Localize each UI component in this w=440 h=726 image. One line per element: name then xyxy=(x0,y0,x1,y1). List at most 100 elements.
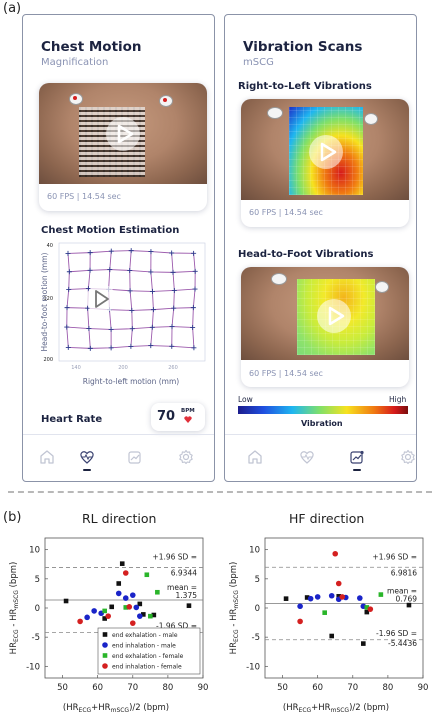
x-tick-label: 80 xyxy=(382,683,393,693)
upper-loa-label: +1.96 SD = xyxy=(372,552,417,561)
screen-title: Vibration Scans xyxy=(243,39,363,55)
data-point xyxy=(137,613,143,619)
trend-chart-icon[interactable] xyxy=(349,449,365,465)
gear-icon[interactable] xyxy=(178,449,194,465)
data-point xyxy=(122,595,129,601)
grid-node xyxy=(148,249,154,255)
hf-vibrations-title: Head-to-Foot Vibrations xyxy=(238,249,374,260)
data-point xyxy=(91,608,97,614)
play-button[interactable] xyxy=(317,299,351,333)
lower-loa-label: -1.96 SD = xyxy=(376,629,417,638)
y-tick-label: 0 xyxy=(255,604,260,614)
grid-node xyxy=(192,286,198,292)
x-axis-label: (HRECG+HRmSCG)/2 (bpm) xyxy=(283,703,389,714)
home-icon[interactable] xyxy=(247,449,263,465)
grid-node xyxy=(190,305,196,311)
rl-vibration-card[interactable]: 60 FPS | 14.54 sec xyxy=(241,99,409,227)
grid-node xyxy=(129,326,135,332)
svg-text:120: 120 xyxy=(43,296,53,302)
heart-rate-value: 70 xyxy=(157,409,176,424)
home-icon[interactable] xyxy=(39,449,55,465)
data-point xyxy=(328,592,335,599)
grid-node xyxy=(64,324,70,330)
electrode-right xyxy=(364,113,378,125)
magnification-video-card[interactable]: 60 FPS | 14.54 sec xyxy=(39,83,207,211)
video-meta: 60 FPS | 14.54 sec xyxy=(47,192,121,201)
grid-node xyxy=(64,305,70,311)
electrode-left xyxy=(271,273,287,285)
grid-node xyxy=(150,307,156,313)
data-point xyxy=(137,601,143,607)
bottom-nav xyxy=(23,434,214,481)
screen-subtitle: mSCG xyxy=(243,57,274,68)
legend-marker xyxy=(102,663,108,669)
svg-text:200: 200 xyxy=(43,357,53,363)
data-point xyxy=(297,618,303,625)
rl-video-meta: 60 FPS | 14.54 sec xyxy=(249,208,323,217)
data-point xyxy=(151,612,157,618)
data-point xyxy=(126,604,133,610)
data-point xyxy=(378,592,384,597)
grid-node xyxy=(108,326,114,332)
rl-plot-title: RL direction xyxy=(82,511,157,526)
data-point xyxy=(123,605,129,610)
data-point xyxy=(364,609,370,615)
grid-node xyxy=(127,267,133,273)
data-point xyxy=(304,595,310,600)
grid-node xyxy=(66,269,72,275)
legend-label: end exhalation - female xyxy=(112,653,184,660)
mean-label: mean = xyxy=(167,583,197,592)
hf-video[interactable] xyxy=(241,267,409,360)
legend-label: end inhalation - male xyxy=(112,643,176,650)
data-point xyxy=(105,613,111,619)
svg-text:140: 140 xyxy=(71,365,81,371)
play-icon xyxy=(95,290,109,308)
x-tick-label: 80 xyxy=(162,683,173,693)
play-button[interactable] xyxy=(106,117,140,151)
hf-vibration-card[interactable]: 60 FPS | 14.54 sec xyxy=(241,267,409,387)
data-point xyxy=(115,590,122,597)
x-tick-label: 60 xyxy=(312,683,323,693)
x-tick-label: 90 xyxy=(418,683,429,693)
grid-node xyxy=(191,345,197,351)
data-point xyxy=(109,604,115,610)
screen-subtitle: Magnification xyxy=(41,57,109,68)
trend-chart-icon[interactable] xyxy=(127,449,143,465)
grid-node xyxy=(149,288,155,294)
rl-video[interactable] xyxy=(241,99,409,200)
grid-node xyxy=(65,344,71,350)
play-icon xyxy=(117,124,134,144)
mean-value: 0.769 xyxy=(396,595,418,604)
hf-plot-title: HF direction xyxy=(289,511,365,526)
svg-text:40: 40 xyxy=(47,243,53,249)
heart-rate-icon[interactable] xyxy=(79,449,95,465)
data-point xyxy=(84,614,90,621)
data-point xyxy=(307,595,314,602)
data-point xyxy=(133,604,140,611)
data-point xyxy=(129,592,136,598)
upper-loa-value: 6.9344 xyxy=(171,569,197,578)
chest-video[interactable] xyxy=(39,83,207,184)
grid-node xyxy=(66,286,72,292)
grid-node xyxy=(192,268,198,274)
x-tick-label: 50 xyxy=(57,683,68,693)
data-point xyxy=(297,603,303,610)
grid-node xyxy=(108,345,114,351)
heart-rate-label: Heart Rate xyxy=(41,414,103,425)
y-tick-label: -5 xyxy=(32,633,40,643)
legend-label: end exhalation - male xyxy=(112,632,178,639)
heart-rate-card: 70 BPM xyxy=(151,403,205,431)
grid-node xyxy=(190,324,196,330)
data-point xyxy=(129,620,136,626)
mean-value: 1.375 xyxy=(176,591,198,600)
grid-node xyxy=(148,343,154,349)
grid-node xyxy=(191,250,197,256)
motion-grid-plot: 40 120 200 140 200 260 Head-to-foot moti… xyxy=(40,242,206,386)
data-point xyxy=(357,595,363,601)
play-button[interactable] xyxy=(309,135,343,169)
y-axis-label: HRECG - HRmSCG (bpm) xyxy=(229,562,240,655)
heart-rate-icon[interactable] xyxy=(299,449,315,465)
data-point xyxy=(332,550,339,557)
gear-icon[interactable] xyxy=(400,449,416,465)
lower-loa-label: -1.96 SD = xyxy=(156,621,197,630)
